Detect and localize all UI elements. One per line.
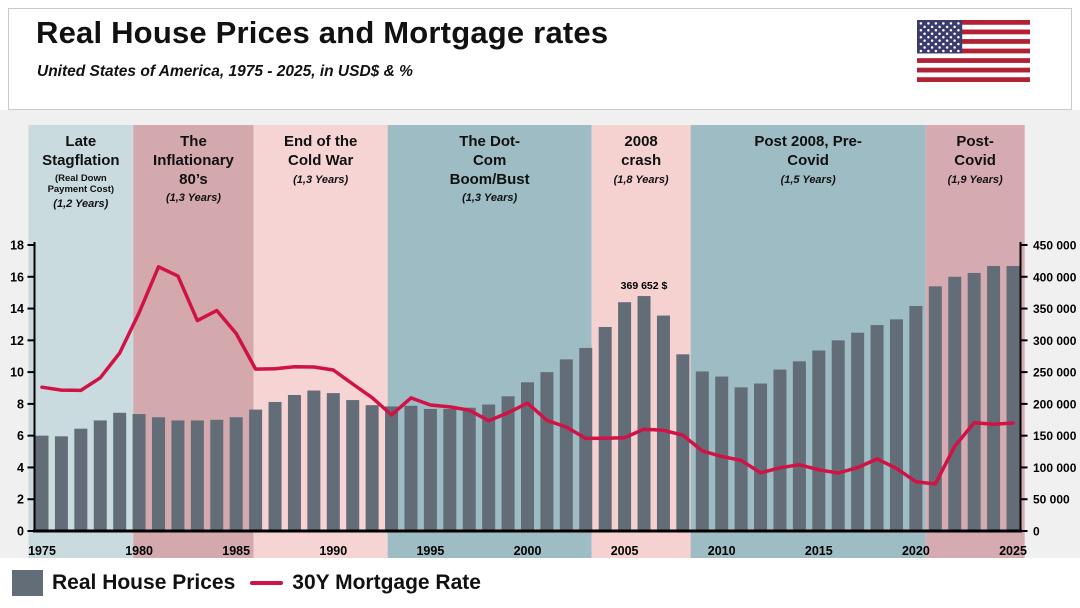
right-axis-tick-label: 100 000: [1033, 461, 1077, 475]
price-bar-2022: [948, 276, 962, 531]
left-axis-tick-label: 0: [17, 525, 24, 539]
price-bar-2017: [851, 332, 865, 531]
legend-bar-swatch: [12, 570, 43, 596]
x-tick-label: 2025: [999, 544, 1027, 558]
left-axis-tick-label: 10: [10, 366, 24, 380]
page-subtitle: United States of America, 1975 - 2025, i…: [37, 63, 413, 80]
left-axis-tick-label: 4: [17, 461, 24, 475]
right-axis-tick-label: 250 000: [1033, 366, 1077, 380]
price-bar-2016: [831, 340, 845, 531]
price-bar-2021: [928, 286, 942, 531]
right-axis-tick-label: 400 000: [1033, 270, 1077, 284]
left-axis-tick-label: 6: [17, 429, 24, 443]
right-axis-tick-label: 450 000: [1033, 239, 1077, 253]
chart-area: 0 2 4 6 8 10 12 14 16 18 0 50 000 100 000 150 000 200 …: [0, 110, 1080, 558]
price-bar-1983: [190, 420, 204, 531]
price-bar-1991: [346, 400, 360, 531]
price-bar-1986: [249, 409, 263, 531]
price-bar-1975: [35, 435, 49, 531]
x-tick-label: 1995: [416, 544, 444, 558]
chart-svg: 0 2 4 6 8 10 12 14 16 18 0 50 000 100 000 150 000 200 …: [10, 125, 1077, 558]
x-tick-label: 1985: [222, 544, 250, 558]
price-bar-2025: [1006, 265, 1020, 531]
price-bar-2012: [754, 383, 768, 531]
right-axis-tick-label: 200 000: [1033, 397, 1077, 411]
price-bar-1997: [462, 407, 476, 531]
x-tick-label: 2015: [805, 544, 833, 558]
x-tick-label: 1975: [28, 544, 56, 558]
price-bar-1990: [326, 393, 340, 531]
price-bar-2020: [909, 306, 923, 531]
legend: Real House Prices 30Y Mortgage Rate: [0, 558, 1080, 608]
price-bar-1993: [385, 406, 399, 531]
price-bar-2010: [715, 376, 729, 531]
header-panel: Real House Prices and Mortgage rates Uni…: [8, 8, 1072, 110]
legend-line-label: 30Y Mortgage Rate: [292, 571, 481, 594]
peak-annotation: 369 652 $: [621, 280, 668, 292]
price-bar-1985: [229, 417, 243, 531]
price-bar-1981: [152, 417, 166, 531]
x-tick-label: 1980: [125, 544, 153, 558]
price-bar-2004: [598, 326, 612, 531]
x-tick-label: 2005: [611, 544, 639, 558]
x-tick-label: 1990: [319, 544, 347, 558]
us-flag-icon: [917, 20, 1030, 82]
price-bar-1999: [501, 396, 515, 531]
mortgage-rate-line: [40, 265, 1015, 486]
era-band-5: [690, 125, 926, 558]
price-bar-1987: [268, 401, 282, 531]
left-axis-tick-label: 14: [10, 302, 24, 316]
left-axis-tick-label: 2: [17, 493, 24, 507]
legend-line-swatch: [250, 580, 284, 586]
price-bar-1996: [443, 408, 457, 531]
right-axis-tick-label: 350 000: [1033, 302, 1077, 316]
price-bar-1988: [287, 394, 301, 531]
price-bar-1980: [132, 414, 146, 531]
price-bar-2014: [792, 361, 806, 531]
price-bar-2005: [618, 302, 632, 531]
price-bar-1979: [113, 412, 127, 531]
left-axis-tick-label: 16: [10, 270, 24, 284]
price-bar-2024: [987, 265, 1001, 531]
page-title: Real House Prices and Mortgage rates: [36, 15, 609, 50]
price-bar-1976: [54, 436, 68, 531]
price-bar-1982: [171, 420, 185, 531]
right-axis-tick-label: 300 000: [1033, 334, 1077, 348]
price-bar-2006: [637, 296, 651, 531]
price-bar-2019: [889, 319, 903, 531]
price-bar-2000: [521, 382, 534, 531]
price-bar-2015: [812, 350, 826, 531]
price-bar-2002: [559, 359, 573, 531]
right-axis-tick-label: 0: [1033, 525, 1040, 539]
x-tick-label: 2020: [902, 544, 930, 558]
price-bar-1994: [404, 405, 418, 531]
price-bar-1995: [423, 408, 437, 531]
left-axis-tick-label: 12: [10, 334, 24, 348]
price-bar-2001: [540, 372, 554, 531]
price-bar-2023: [967, 272, 981, 531]
price-bar-2013: [773, 369, 787, 531]
price-bar-2018: [870, 325, 884, 531]
right-axis-tick-label: 150 000: [1033, 429, 1077, 443]
price-bar-1984: [210, 419, 224, 531]
price-bar-1998: [482, 404, 496, 531]
legend-bar-label: Real House Prices: [52, 571, 236, 594]
left-axis-tick-label: 8: [17, 397, 24, 411]
price-bar-1978: [93, 420, 107, 531]
x-tick-label: 2010: [708, 544, 736, 558]
price-bar-1989: [307, 390, 321, 531]
x-tick-label: 2000: [514, 544, 542, 558]
price-bar-1992: [365, 405, 379, 531]
left-axis-tick-label: 18: [10, 239, 24, 253]
price-bar-1977: [74, 428, 88, 531]
price-bar-2008: [676, 354, 690, 531]
price-bar-2007: [656, 315, 670, 531]
right-axis-tick-label: 50 000: [1033, 493, 1070, 507]
